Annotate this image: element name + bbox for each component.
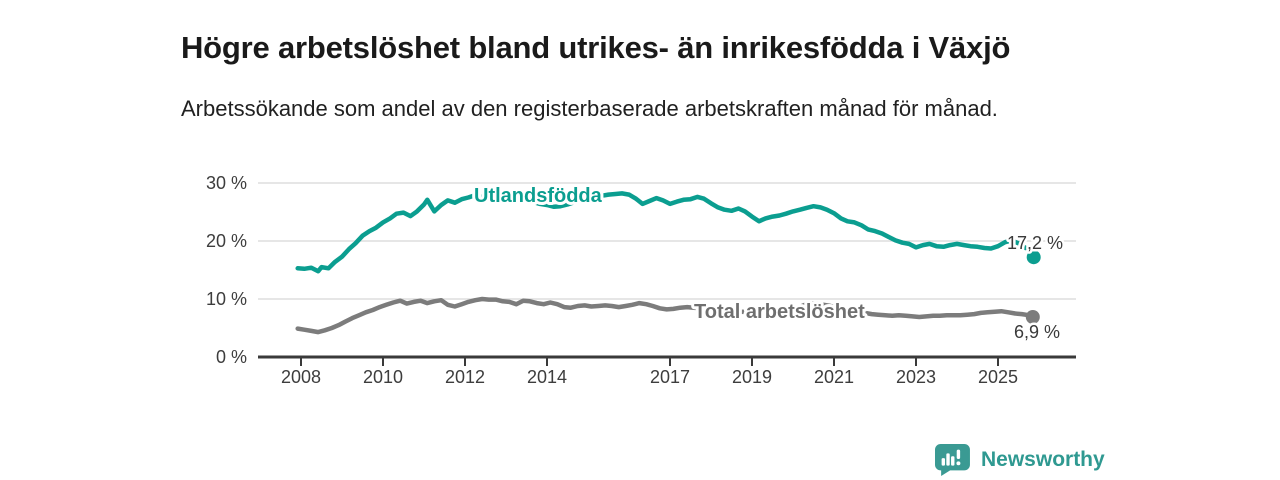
page-title: Högre arbetslöshet bland utrikes- än inr… bbox=[181, 29, 1011, 65]
end-value-label-total: 6,9 % bbox=[1014, 322, 1060, 342]
line-utlandsfodda bbox=[295, 191, 1028, 274]
newsworthy-logo[interactable]: Newsworthy bbox=[933, 443, 1105, 477]
x-tick-label-2012: 2012 bbox=[445, 367, 485, 387]
x-tick-label-2008: 2008 bbox=[281, 367, 321, 387]
y-tick-label-20: 20 % bbox=[206, 231, 247, 251]
bar-chart-bubble-icon bbox=[935, 443, 970, 477]
x-tick-label-2021: 2021 bbox=[814, 367, 854, 387]
x-tick-label-2025: 2025 bbox=[978, 367, 1018, 387]
grid-layer: 0 % 10 % 20 % 30 % 2008 2010 2012 2014 2017 2019 2… bbox=[206, 173, 1076, 387]
brand-name: Newsworthy bbox=[981, 448, 1105, 471]
line-total bbox=[295, 296, 1036, 335]
x-tick-label-2023: 2023 bbox=[896, 367, 936, 387]
y-tick-label-10: 10 % bbox=[206, 289, 247, 309]
series-label-total: Total arbetslöshet bbox=[694, 301, 865, 323]
series-layer bbox=[295, 191, 1036, 335]
series-label-utlandsfodda: Utlandsfödda bbox=[474, 185, 603, 207]
x-tick-label-2014: 2014 bbox=[527, 367, 567, 387]
x-tick-label-2010: 2010 bbox=[363, 367, 403, 387]
utlandsfodda-end-dot bbox=[1026, 250, 1041, 265]
y-tick-label-0: 0 % bbox=[216, 347, 247, 367]
total-end-dot bbox=[1025, 310, 1040, 324]
x-tick-label-2019: 2019 bbox=[732, 367, 772, 387]
y-tick-label-30: 30 % bbox=[206, 173, 247, 193]
end-value-label-utlandsfodda: 17,2 % bbox=[1007, 233, 1063, 253]
x-tick-label-2017: 2017 bbox=[650, 367, 690, 387]
chart-subtitle: Arbetssökande som andel av den registerb… bbox=[181, 96, 998, 121]
